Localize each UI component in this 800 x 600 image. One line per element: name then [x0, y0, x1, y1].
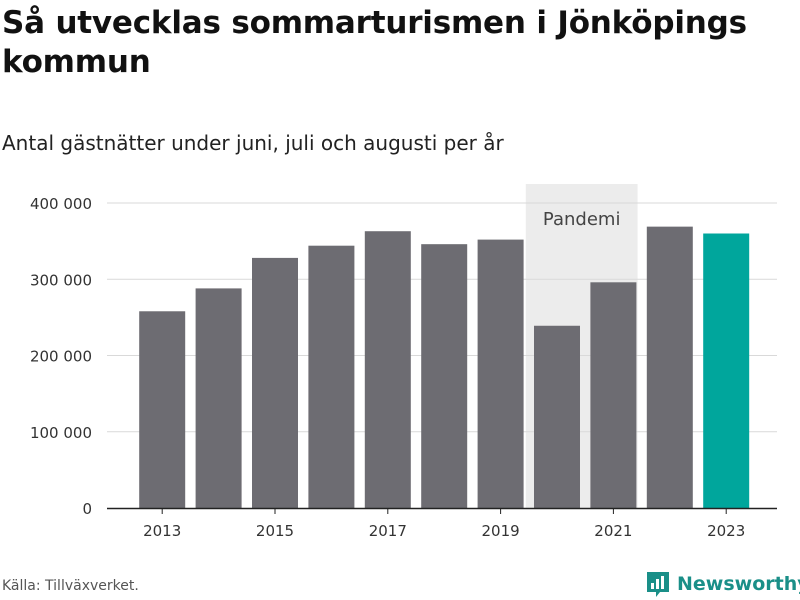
bar-2019	[477, 239, 524, 508]
y-tick-label: 400 000	[30, 195, 92, 213]
chart-subtitle: Antal gästnätter under juni, juli och au…	[2, 131, 504, 155]
bar-2017	[364, 231, 411, 508]
bar-2023	[703, 233, 750, 508]
x-tick-label: 2023	[707, 522, 745, 540]
y-tick-label: 0	[82, 500, 92, 518]
newsworthy-logo-icon	[647, 572, 669, 597]
brand-name: Newsworthy	[677, 573, 800, 595]
chart-title: Så utvecklas sommarturismen i Jönköpings…	[2, 5, 747, 80]
x-tick-label: 2019	[482, 522, 520, 540]
bar-2022	[646, 226, 693, 508]
x-tick-label: 2015	[256, 522, 294, 540]
bar-2016	[308, 245, 355, 508]
y-tick-label: 300 000	[30, 271, 92, 289]
pandemic-label: Pandemi	[543, 209, 621, 230]
x-tick-label: 2021	[594, 522, 632, 540]
bar-2013	[139, 311, 186, 508]
bar-2021	[590, 282, 637, 508]
source-note: Källa: Tillväxverket.	[2, 578, 139, 594]
bar-chart: 0 100 000 200 000 300 000 400 000 Pandemi 2013…	[30, 184, 777, 540]
y-tick-label: 200 000	[30, 348, 92, 366]
bar-2014	[195, 288, 242, 508]
bar-2015	[252, 257, 298, 508]
y-tick-label: 100 000	[30, 424, 92, 442]
brand-logo: Newsworthy	[645, 570, 800, 598]
x-tick-label: 2013	[143, 522, 181, 540]
bar-2020	[534, 325, 580, 508]
x-tick-label: 2017	[369, 522, 407, 540]
bar-2018	[421, 244, 468, 509]
